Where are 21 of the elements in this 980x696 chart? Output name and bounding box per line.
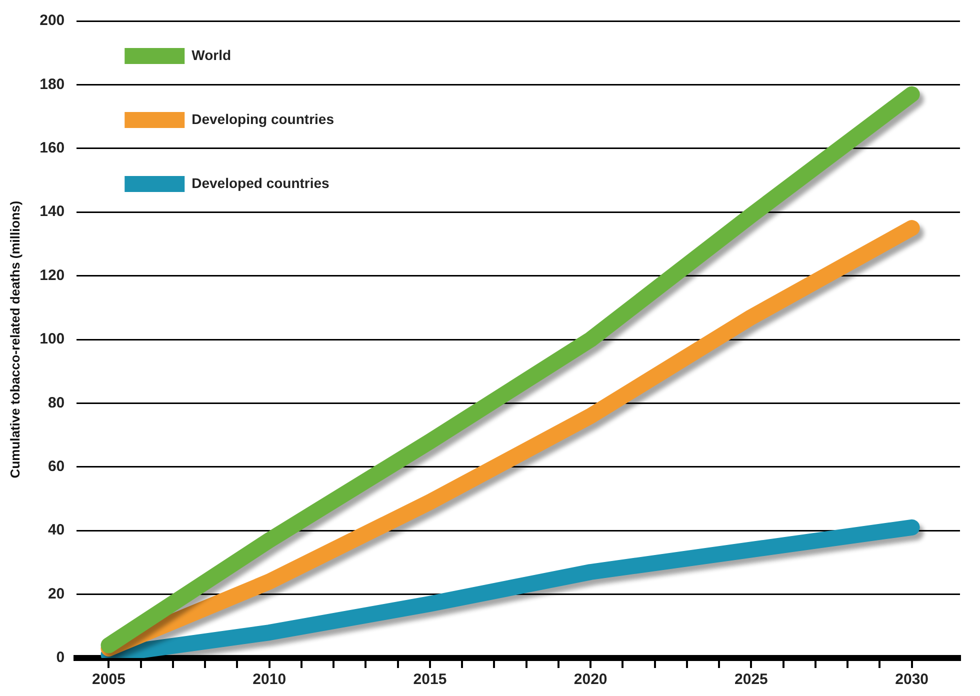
x-tick-label: 2005: [92, 671, 126, 688]
x-tick-label: 2010: [252, 671, 286, 688]
legend-label: World: [192, 46, 232, 63]
x-tick-label: 2025: [734, 671, 768, 688]
y-tick-label: 120: [40, 266, 65, 284]
y-tick-label: 160: [40, 140, 65, 157]
x-tick-label: 2020: [574, 671, 608, 688]
y-tick-label: 80: [48, 394, 65, 412]
y-tick-label: 60: [48, 458, 65, 476]
y-axis-title: Cumulative tobacco-related deaths (millions): [7, 200, 22, 478]
y-tick-label: 140: [40, 203, 65, 220]
y-tick-label: 100: [40, 330, 65, 348]
x-tick-label: 2015: [413, 671, 447, 688]
legend-label: Developed countries: [192, 174, 330, 191]
y-tick-label: 200: [40, 12, 65, 30]
legend-label: Developing countries: [192, 110, 334, 127]
x-tick-label: 2030: [895, 671, 929, 688]
y-tick-label: 20: [48, 585, 65, 602]
y-tick-label: 0: [56, 649, 65, 666]
y-tick-label: 40: [48, 522, 65, 539]
y-tick-label: 180: [40, 76, 65, 93]
